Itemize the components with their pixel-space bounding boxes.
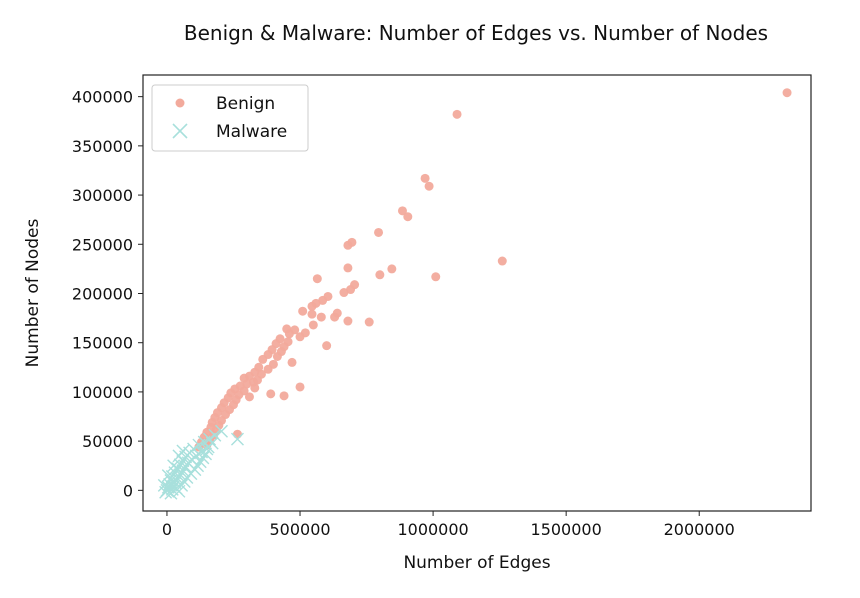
y-tick-label: 350000 (72, 137, 133, 156)
benign-point (284, 329, 294, 339)
benign-point (343, 316, 353, 326)
benign-point (312, 274, 322, 284)
benign-point (287, 357, 297, 367)
y-tick-label: 300000 (72, 186, 133, 205)
x-tick-label: 0 (162, 520, 172, 539)
malware-point (208, 428, 222, 442)
malware-point (161, 469, 175, 483)
malware-point (188, 463, 202, 477)
benign-point (375, 270, 385, 280)
benign-point (403, 212, 413, 222)
benign-point (782, 88, 792, 98)
benign-point (307, 301, 317, 311)
malware-point (196, 451, 210, 465)
malware-point (176, 464, 190, 478)
benign-point (431, 272, 441, 282)
benign-point (266, 389, 276, 399)
malware-point (199, 447, 213, 461)
legend-benign-label: Benign (216, 94, 275, 114)
y-axis-ticks: 0 50000 100000 150000 200000 250000 300000 3500… (72, 88, 143, 500)
legend-malware-marker (172, 123, 188, 139)
legend-benign-marker (175, 98, 185, 108)
x-axis-label: Number of Edges (403, 553, 550, 573)
benign-point (232, 429, 242, 439)
benign-point (452, 109, 462, 119)
benign-point (316, 312, 326, 322)
malware-point (179, 460, 193, 474)
benign-point (279, 391, 289, 401)
y-tick-label: 0 (123, 481, 133, 500)
benign-point (330, 312, 340, 322)
x-tick-label: 2000000 (664, 520, 735, 539)
benign-point (424, 181, 434, 191)
legend-box (151, 84, 309, 152)
y-tick-label: 400000 (72, 88, 133, 107)
benign-point (272, 351, 282, 361)
y-tick-label: 250000 (72, 235, 133, 254)
benign-point (339, 288, 349, 298)
benign-point (298, 306, 308, 316)
series-layer (157, 88, 792, 500)
series-malware (157, 424, 244, 500)
benign-point (343, 263, 353, 273)
benign-point (397, 206, 407, 216)
y-tick-label: 100000 (72, 383, 133, 402)
x-tick-label: 1500000 (531, 520, 602, 539)
malware-point (205, 436, 219, 450)
x-axis-ticks: 0 500000 1000000 1500000 2000000 (162, 511, 735, 539)
malware-point (191, 459, 205, 473)
benign-point (295, 332, 305, 342)
malware-point (157, 478, 171, 492)
benign-point (364, 317, 374, 327)
chart-title: Benign & Malware: Number of Edges vs. Nu… (184, 21, 768, 45)
y-tick-label: 200000 (72, 284, 133, 303)
malware-point (175, 478, 189, 492)
malware-point (176, 444, 190, 458)
x-tick-label: 1000000 (397, 520, 468, 539)
benign-point (322, 341, 332, 351)
benign-point (374, 227, 384, 237)
benign-point (307, 309, 317, 319)
malware-point (177, 474, 191, 488)
malware-point (173, 468, 187, 482)
x-tick-label: 500000 (269, 520, 330, 539)
y-tick-label: 50000 (82, 432, 133, 451)
y-axis-label: Number of Nodes (23, 219, 43, 368)
benign-point (263, 364, 273, 374)
benign-point (420, 173, 430, 183)
benign-point (308, 320, 318, 330)
malware-point (215, 424, 229, 438)
malware-point (193, 455, 207, 469)
malware-point (230, 432, 244, 446)
benign-point (244, 392, 254, 402)
malware-point (167, 459, 181, 473)
benign-point (497, 256, 507, 266)
benign-point (258, 354, 268, 364)
legend: Benign Malware (151, 84, 309, 152)
benign-point (250, 383, 260, 393)
benign-point (295, 382, 305, 392)
benign-point (387, 264, 397, 274)
benign-point (343, 240, 353, 250)
legend-malware-label: Malware (216, 122, 287, 142)
y-tick-label: 150000 (72, 334, 133, 353)
